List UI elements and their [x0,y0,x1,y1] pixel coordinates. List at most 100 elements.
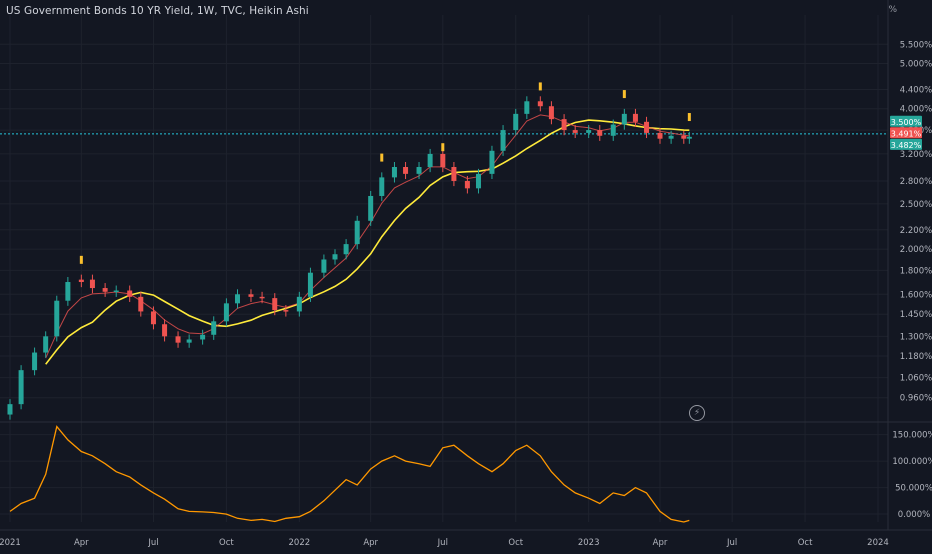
candle-body [403,166,409,174]
candle-body [332,254,338,260]
time-axis-tick-label: Oct [798,538,813,548]
candle-body [78,279,84,283]
candle-body [235,294,241,304]
price-axis-tick-label: 2.800% [900,177,932,187]
time-axis-tick-label: Apr [74,538,89,548]
candle-body [657,132,663,139]
candle-body [113,290,119,293]
candle-body [89,279,95,289]
time-axis-tick-label: Jul [147,538,158,548]
candle-body [537,101,543,107]
price-axis-tick-label: 1.060% [900,374,932,384]
candle-body [138,296,144,312]
candle-body [391,166,397,178]
oscillator-axis-tick-label: 150.000% [892,431,932,441]
candle-body [248,294,254,297]
price-label-text: 3.500% [891,118,922,127]
price-label-text: 3.491% [891,129,922,138]
price-label-badge [890,127,922,139]
price-axis-tick-label: 4.400% [900,85,932,95]
signal-marker [380,153,384,162]
signal-marker [79,255,83,264]
candle-body [548,106,554,120]
signal-marker [687,113,691,122]
time-axis-tick-label: 2023 [578,538,600,548]
price-label-text: 3.482% [891,141,922,150]
candle-body [211,321,217,335]
candle-body [7,404,13,415]
price-label-badge [890,138,922,150]
candle-body [475,173,481,189]
lightning-icon[interactable]: ⚡ [689,405,705,421]
time-axis-tick-label: Oct [219,538,234,548]
signal-marker [441,143,445,152]
candle-body [440,153,446,167]
price-axis-tick-label: 1.450% [900,310,932,320]
candle-body [150,311,156,325]
candle-body [572,130,578,133]
signal-marker [538,82,542,91]
candle-body [644,121,650,133]
time-axis-tick-label: Apr [363,538,378,548]
candle-body [597,130,603,136]
candle-body [681,135,687,139]
candle-body [668,135,674,139]
price-axis-tick-label: 0.960% [900,394,932,404]
time-axis-tick-label: 2022 [289,538,311,548]
candle-body [127,290,133,297]
candle-body [610,124,616,136]
price-label-badge [890,115,922,127]
candle-body [513,113,519,131]
candle-body [54,300,60,337]
oscillator-axis-tick-label: 50.000% [895,484,932,494]
oscillator-line [9,425,690,523]
price-axis-tick-label: 2.500% [900,200,932,210]
candle-body [621,113,627,125]
price-axis-tick-label: 1.300% [900,332,932,342]
candle-body [561,119,567,131]
candle-body [524,101,530,114]
signal-marker [622,90,626,99]
candle-body [259,296,265,299]
candle-body [186,339,192,343]
candle-body [200,334,206,340]
candle-body [489,150,495,174]
price-axis-tick-label: 1.800% [900,266,932,276]
time-axis-tick-label: Apr [653,538,668,548]
candle-body [632,113,638,122]
candle-body [32,352,38,371]
candle-body [321,259,327,273]
candle-body [500,130,506,151]
candle-body [223,303,229,322]
candle-body [464,180,470,189]
candle-body [427,153,433,167]
candle-body [416,166,422,174]
price-axis-tick-label: 4.000% [900,105,932,115]
price-axis-tick-label: 3.200% [900,150,932,160]
axis-unit-label: % [888,5,897,15]
candle-body [18,370,24,405]
candle-body [586,130,592,133]
candle-body [343,244,349,255]
time-axis-tick-label: Oct [508,538,523,548]
candle-body [43,336,49,353]
candle-body [379,177,385,196]
price-axis-tick-label: 5.000% [900,60,932,70]
moving-average-line-yellow [45,119,690,365]
price-axis-tick-label: 2.000% [900,245,932,255]
oscillator-axis-tick-label: 0.000% [898,510,930,520]
candle-body [451,166,457,181]
time-axis-tick-label: Jul [726,538,737,548]
chart-title: US Government Bonds 10 YR Yield, 1W, TVC… [6,5,309,17]
price-axis-tick-label: 1.180% [900,352,932,362]
candle-body [65,282,71,301]
candle-body [296,296,302,312]
price-axis-tick-label: 1.600% [900,290,932,300]
price-axis-tick-label: 5.500% [900,40,932,50]
oscillator-axis-tick-label: 100.000% [892,457,932,467]
time-axis-tick-label: Jul [437,538,448,548]
time-axis-tick-label: 2021 [0,538,21,548]
